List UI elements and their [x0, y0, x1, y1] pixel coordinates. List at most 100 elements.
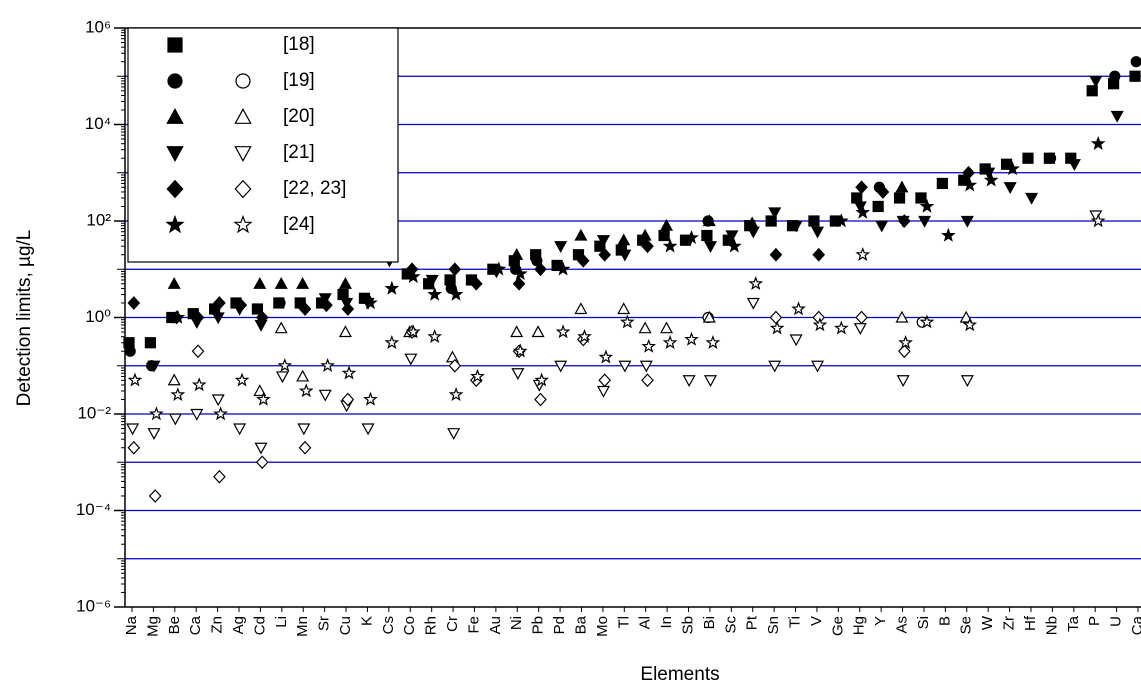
point	[191, 310, 205, 325]
point	[1130, 56, 1141, 68]
legend-marker	[166, 146, 184, 162]
open-point	[341, 392, 355, 407]
point	[960, 215, 974, 228]
point	[211, 312, 225, 325]
open-point	[363, 391, 378, 406]
y-axis-title: Detection limits, µg/L	[14, 230, 35, 407]
open-point	[296, 369, 310, 382]
open-point	[769, 320, 785, 335]
x-tick-label: Bi	[701, 616, 718, 629]
open-point	[833, 320, 849, 335]
point	[893, 192, 906, 204]
point	[1022, 152, 1034, 164]
open-point	[555, 324, 571, 339]
open-point	[768, 360, 782, 373]
open-point	[960, 375, 974, 388]
y-tick-label: 10⁻⁴	[76, 500, 111, 519]
y-tick-label: 10⁻⁶	[76, 596, 111, 615]
open-point	[361, 423, 375, 436]
open-point	[598, 349, 614, 364]
open-point	[641, 373, 654, 388]
x-tick-label: Mg	[144, 616, 161, 637]
legend-label: [21]	[283, 142, 315, 163]
point	[746, 226, 760, 239]
open-point	[534, 392, 547, 407]
open-point	[534, 372, 550, 387]
point	[1109, 70, 1121, 82]
open-point	[127, 440, 141, 455]
point	[811, 226, 825, 239]
open-point	[1090, 213, 1106, 228]
point	[702, 214, 716, 227]
open-point	[127, 372, 143, 387]
point	[855, 180, 868, 195]
legend-marker-open	[233, 214, 253, 234]
open-point	[233, 423, 247, 436]
open-point	[896, 375, 910, 388]
point	[789, 220, 803, 233]
legend-label: [24]	[283, 214, 315, 235]
point	[234, 298, 248, 313]
point	[662, 238, 678, 253]
x-tick-label: Hg	[851, 616, 868, 635]
point	[405, 268, 421, 283]
point	[574, 228, 588, 241]
point	[895, 180, 909, 193]
open-point	[211, 394, 225, 407]
x-tick-label: W	[979, 615, 996, 630]
legend-marker-open	[235, 73, 251, 89]
point	[576, 253, 590, 268]
open-point	[254, 442, 268, 455]
x-tick-label: Ag	[230, 616, 247, 634]
open-point	[510, 325, 524, 338]
open-point	[167, 373, 181, 386]
x-tick-label: Sc	[722, 616, 739, 634]
point	[144, 337, 157, 349]
open-point	[617, 302, 631, 315]
point	[876, 185, 890, 199]
open-point	[274, 321, 288, 334]
point	[1089, 75, 1103, 88]
open-point	[448, 387, 464, 402]
open-point	[427, 328, 443, 343]
legend-label: [19]	[283, 70, 315, 91]
open-point	[554, 360, 568, 373]
point	[512, 266, 528, 281]
open-point	[512, 343, 528, 358]
x-tick-label: Cs	[380, 616, 397, 634]
point	[274, 297, 286, 309]
legend-label: [20]	[283, 106, 315, 127]
point	[341, 302, 355, 316]
open-point	[618, 360, 632, 373]
open-point	[641, 338, 657, 353]
point	[1090, 135, 1106, 150]
point	[531, 255, 543, 267]
open-point	[126, 423, 140, 436]
open-point	[659, 321, 674, 334]
point	[167, 277, 181, 289]
open-point	[448, 358, 462, 373]
point	[554, 241, 568, 253]
point	[594, 240, 606, 252]
point	[765, 215, 777, 227]
open-point	[338, 325, 352, 338]
open-point	[811, 360, 825, 373]
point	[1129, 70, 1141, 82]
open-point	[638, 321, 652, 334]
point	[941, 227, 956, 242]
open-point	[213, 406, 228, 421]
open-point	[598, 373, 612, 388]
open-point	[384, 334, 400, 349]
open-point	[168, 413, 182, 426]
point	[298, 302, 312, 316]
open-point	[298, 383, 314, 398]
open-point	[684, 331, 699, 346]
open-point	[275, 371, 289, 384]
point	[363, 295, 378, 310]
x-tick-label: K	[358, 616, 375, 626]
legend-marker	[166, 108, 184, 124]
x-tick-label: V	[808, 616, 825, 626]
open-point	[191, 377, 207, 392]
legend-marker	[167, 73, 183, 89]
open-point	[853, 323, 867, 335]
